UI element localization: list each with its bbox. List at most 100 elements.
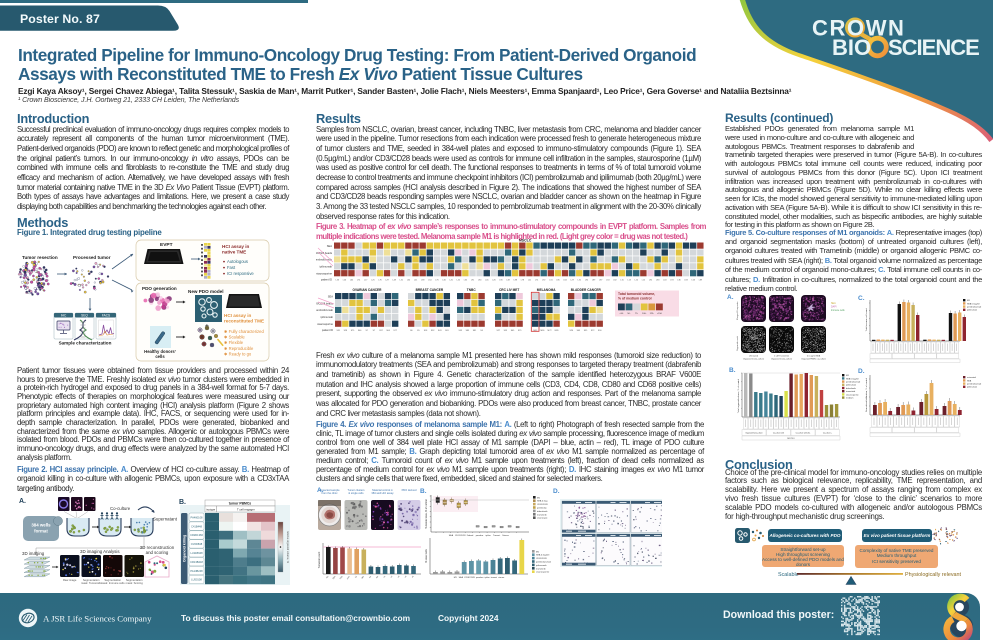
svg-text:S4: S4: [480, 330, 483, 332]
svg-text:% dead cells: % dead cells: [425, 548, 428, 562]
svg-text:S79: S79: [518, 330, 522, 332]
svg-text:S81: S81: [473, 330, 477, 332]
svg-text:L31: L31: [400, 279, 404, 281]
svg-text:trametinib: trametinib: [846, 390, 856, 393]
svg-text:Healthy donors’: Healthy donors’: [144, 349, 176, 354]
svg-text:CD3/CD28: CD3/CD28: [536, 558, 547, 560]
svg-text:tumor PBMCs: tumor PBMCs: [229, 501, 252, 505]
svg-text:SEA: SEA: [831, 302, 836, 305]
svg-text:c2: c2: [390, 576, 393, 579]
svg-text:SEQ: SEQ: [81, 314, 88, 318]
svg-text:Poster No. 87: Poster No. 87: [20, 12, 100, 26]
svg-text:Immune cells: Immune cells: [831, 310, 845, 312]
svg-text:CROWN: CROWN: [812, 16, 906, 41]
svg-text:L78: L78: [521, 279, 525, 281]
svg-text:Co-culture with: Co-culture with: [773, 432, 784, 435]
svg-text:125-: 125-: [650, 313, 655, 315]
svg-text:SEA: SEA: [967, 379, 972, 382]
svg-text:OVARIAN CANCER: OVARIAN CANCER: [353, 288, 383, 292]
svg-text:<50: <50: [620, 312, 624, 315]
svg-text:S65: S65: [511, 330, 515, 332]
svg-text:dabrafenib: dabrafenib: [846, 387, 857, 390]
svg-text:c3: c3: [398, 576, 401, 579]
svg-text:L21: L21: [528, 279, 532, 281]
svg-text:L29: L29: [385, 279, 389, 281]
svg-text:75-: 75-: [635, 313, 638, 315]
svg-text:S31: S31: [337, 330, 341, 332]
svg-text:c1: c1: [383, 576, 386, 579]
svg-text:M1 PDO: M1 PDO: [787, 438, 795, 440]
svg-text:TNBC: TNBC: [467, 288, 477, 292]
svg-text:Raw image: Raw image: [63, 578, 77, 582]
svg-text:CR13B418: CR13B418: [190, 560, 203, 564]
svg-text:>150: >150: [657, 312, 663, 315]
svg-text:from the clinic: from the clinic: [322, 491, 339, 495]
svg-text:SEA 0.5ug/ml: SEA 0.5ug/ml: [967, 302, 980, 305]
svg-text:Normalized infiltration, % of: Normalized infiltration, % of control: [865, 378, 868, 412]
svg-text:CRC LIV MET: CRC LIV MET: [499, 288, 519, 292]
svg-text:L53: L53: [606, 279, 610, 281]
svg-text:Tumor resection: Tumor resection: [22, 255, 58, 260]
svg-text:✱ Fully characterized: ✱ Fully characterized: [224, 329, 264, 334]
svg-text:M36: M36: [540, 330, 545, 332]
svg-text:M1: M1: [536, 551, 540, 553]
svg-text:New PDO model: New PDO model: [188, 289, 223, 294]
svg-text:Co-culture: Co-culture: [110, 506, 131, 511]
svg-text:S43: S43: [438, 330, 442, 332]
svg-text:reconstituted TME: reconstituted TME: [224, 319, 264, 324]
svg-text:L31: L31: [549, 279, 553, 281]
svg-text:c5: c5: [412, 576, 415, 579]
svg-text:CR2D1366: CR2D1366: [190, 533, 203, 537]
svg-text:SEA 0.5ug/ml: SEA 0.5ug/ml: [846, 377, 859, 380]
svg-text:PA460108: PA460108: [191, 515, 203, 519]
svg-text:untreated: untreated: [967, 376, 977, 379]
svg-text:3D imaging Analysis: 3D imaging Analysis: [80, 549, 120, 554]
svg-text:50-: 50-: [627, 313, 630, 315]
svg-text:S5: S5: [417, 330, 420, 332]
svg-text:trametinib: trametinib: [537, 513, 547, 516]
svg-text:L65: L65: [350, 279, 354, 281]
svg-text:mask: Tumoroids: mask: Tumoroids: [81, 581, 102, 585]
svg-text:CD3/CD28 beads: CD3/CD28 beads: [316, 251, 333, 255]
svg-text:3D imaging: 3D imaging: [22, 551, 45, 556]
svg-text:S37: S37: [379, 330, 383, 332]
svg-text:Organoid mono-culture: Organoid mono-culture: [743, 357, 765, 360]
svg-text:S75: S75: [351, 330, 355, 332]
svg-text:L87: L87: [599, 279, 603, 281]
svg-text:M1 SEA CD3/CD28 pembro ip: M1 SEA CD3/CD28 pembro ipilim tramet sta…: [454, 576, 505, 579]
svg-text:L85: L85: [556, 279, 560, 281]
svg-text:M72: M72: [548, 330, 553, 332]
svg-text:Segmentation: Segmentation: [104, 578, 121, 582]
svg-text:CD3/CD28 beads: CD3/CD28 beads: [316, 301, 334, 305]
svg-text:0.5 ug/ml SEA: 0.5 ug/ml SEA: [807, 355, 821, 358]
svg-text:isotype: isotype: [206, 507, 215, 511]
svg-text:relative organoid volume, %: relative organoid volume, %: [286, 531, 290, 564]
svg-text:L13: L13: [628, 279, 632, 281]
svg-text:sta: sta: [375, 574, 380, 579]
svg-text:S72: S72: [591, 330, 595, 332]
svg-text:A.: A.: [727, 294, 734, 301]
svg-text:patient ID: patient ID: [322, 328, 333, 332]
svg-text:L54: L54: [428, 279, 432, 281]
svg-text:L26: L26: [492, 279, 496, 281]
svg-text:D.: D.: [553, 488, 560, 495]
svg-text:S18: S18: [424, 330, 428, 332]
svg-text:format: format: [34, 529, 48, 534]
svg-text:L90: L90: [499, 279, 503, 281]
svg-text:L93: L93: [670, 279, 674, 281]
svg-text:1 uM Trametinib: 1 uM Trametinib: [774, 355, 790, 358]
svg-text:A JSR Life Sciences Company: A JSR Life Sciences Company: [43, 614, 152, 624]
svg-text:Total immune cell count: Total immune cell count: [865, 308, 868, 331]
svg-text:L82: L82: [613, 279, 617, 281]
svg-text:pembrolizumab: pembrolizumab: [967, 383, 982, 386]
svg-text:ipilimumab: ipilimumab: [536, 565, 547, 567]
svg-text:D.: D.: [858, 368, 865, 375]
svg-text:L20: L20: [450, 279, 454, 281]
svg-text:L17: L17: [364, 279, 368, 281]
svg-text:L33: L33: [336, 279, 340, 281]
svg-text:100-: 100-: [642, 313, 647, 315]
svg-text:trametinib: trametinib: [536, 567, 546, 570]
svg-text:ipilimumab: ipilimumab: [846, 385, 857, 387]
svg-text:staurosporine: staurosporine: [317, 322, 333, 326]
svg-text:LU11B648: LU11B648: [190, 551, 203, 555]
